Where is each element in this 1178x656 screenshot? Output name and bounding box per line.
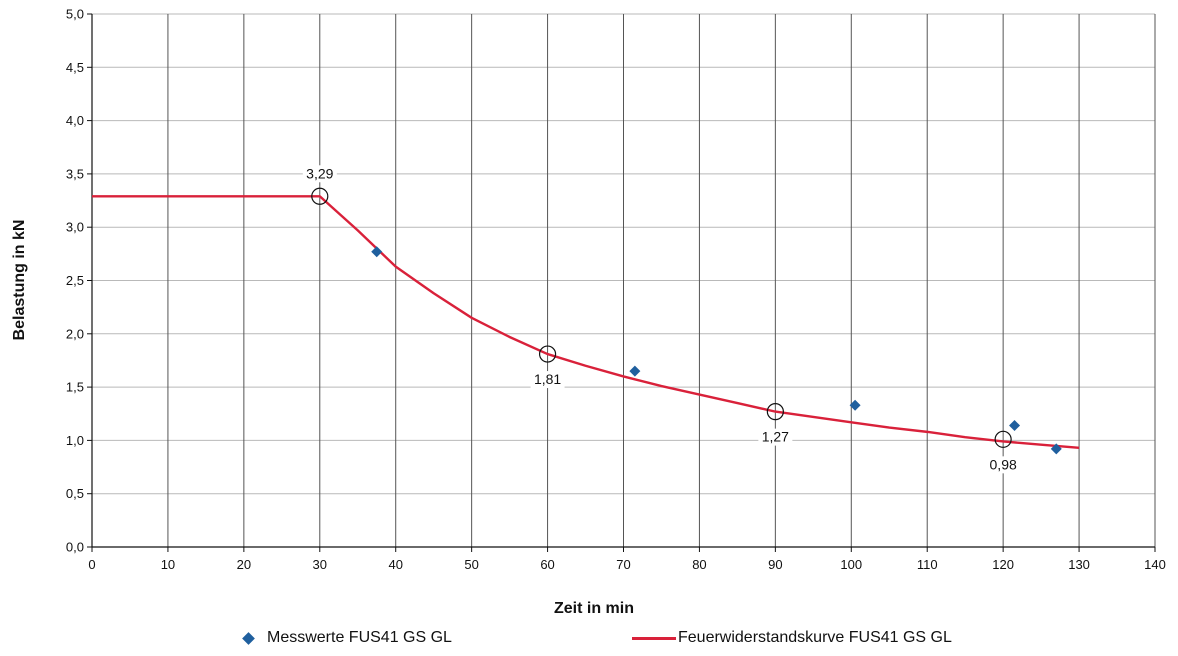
x-tick-label: 20 bbox=[237, 557, 251, 572]
x-tick-label: 10 bbox=[161, 557, 175, 572]
x-tick-label: 130 bbox=[1068, 557, 1090, 572]
y-tick-label: 3,5 bbox=[66, 166, 84, 181]
annotation-label: 1,27 bbox=[762, 429, 789, 445]
legend-item-measurements: Messwerte FUS41 GS GL bbox=[242, 629, 452, 647]
annotation-circle bbox=[994, 430, 1012, 448]
y-tick-label: 1,5 bbox=[66, 380, 84, 395]
annotation-label-bg bbox=[986, 456, 1021, 474]
curve-series-line bbox=[92, 195, 1080, 450]
legend-label-curve: Feuerwiderstandskurve FUS41 GS GL bbox=[678, 629, 952, 646]
annotation-label: 0,98 bbox=[990, 456, 1017, 472]
x-tick-label: 30 bbox=[313, 557, 327, 572]
y-tick-label: 0,5 bbox=[66, 486, 84, 501]
y-axis-title: Belastung in kN bbox=[11, 220, 28, 341]
x-tick-label: 70 bbox=[616, 557, 630, 572]
y-tick-label: 3,0 bbox=[66, 220, 84, 235]
x-tick-label: 0 bbox=[88, 557, 95, 572]
x-tick-label: 50 bbox=[464, 557, 478, 572]
y-tick-label: 1,0 bbox=[66, 433, 84, 448]
y-tick-label: 4,5 bbox=[66, 60, 84, 75]
annotation-layer: 3,29 1,81 1,27 0,98 bbox=[302, 165, 1021, 474]
x-tick-label: 110 bbox=[917, 557, 938, 572]
annotation-label-bg bbox=[530, 371, 565, 389]
x-tick-label: 100 bbox=[840, 557, 862, 572]
axis-layer: 0,0 0,5 1,0 1,5 2,0 2,5 3,0 3,5 4,0 4,5 5,0 0 10 20 30… bbox=[66, 7, 1166, 573]
x-tick-label: 60 bbox=[540, 557, 554, 572]
x-tick-label: 140 bbox=[1144, 557, 1166, 572]
series-layer bbox=[92, 195, 1080, 455]
scatter-point bbox=[1050, 443, 1062, 455]
x-tick-label: 120 bbox=[992, 557, 1014, 572]
x-tick-label: 90 bbox=[768, 557, 782, 572]
annotation-circle bbox=[538, 345, 557, 363]
annotation-label: 3,29 bbox=[306, 165, 333, 181]
y-tick-label: 2,0 bbox=[66, 326, 84, 341]
x-axis-title: Zeit in min bbox=[554, 600, 634, 617]
scatter-point bbox=[849, 399, 861, 411]
annotation-label-bg bbox=[758, 428, 793, 446]
y-tick-label: 4,0 bbox=[66, 113, 84, 128]
scatter-point bbox=[1009, 419, 1021, 431]
legend-item-curve: Feuerwiderstandskurve FUS41 GS GL bbox=[632, 629, 952, 647]
annotation-label: 1,81 bbox=[534, 371, 561, 387]
annotation-circle bbox=[766, 403, 784, 421]
x-tick-label: 80 bbox=[692, 557, 706, 572]
line-marker-icon bbox=[632, 636, 676, 640]
diamond-marker-icon bbox=[242, 631, 255, 645]
x-tick-label: 40 bbox=[388, 557, 402, 572]
annotation-circle bbox=[311, 187, 329, 205]
scatter-point bbox=[629, 365, 641, 377]
y-tick-label: 2,5 bbox=[66, 273, 84, 288]
y-tick-label: 0,0 bbox=[66, 540, 84, 555]
scatter-point bbox=[371, 246, 383, 258]
annotation-label-bg bbox=[302, 165, 337, 183]
legend-label-measurements: Messwerte FUS41 GS GL bbox=[267, 629, 452, 646]
y-tick-label: 5,0 bbox=[66, 7, 84, 22]
